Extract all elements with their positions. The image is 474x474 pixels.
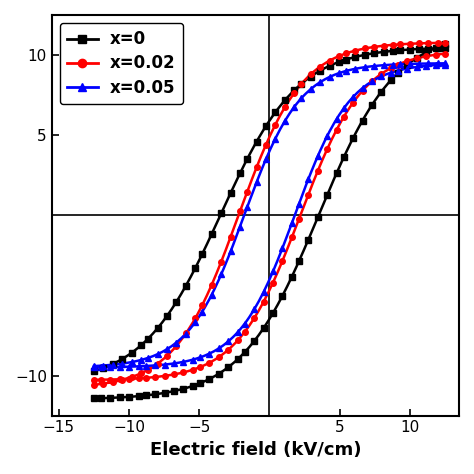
X-axis label: Electric field (kV/cm): Electric field (kV/cm) <box>150 441 361 459</box>
Legend: x=0, x=0.02, x=0.05: x=0, x=0.02, x=0.05 <box>60 23 183 104</box>
